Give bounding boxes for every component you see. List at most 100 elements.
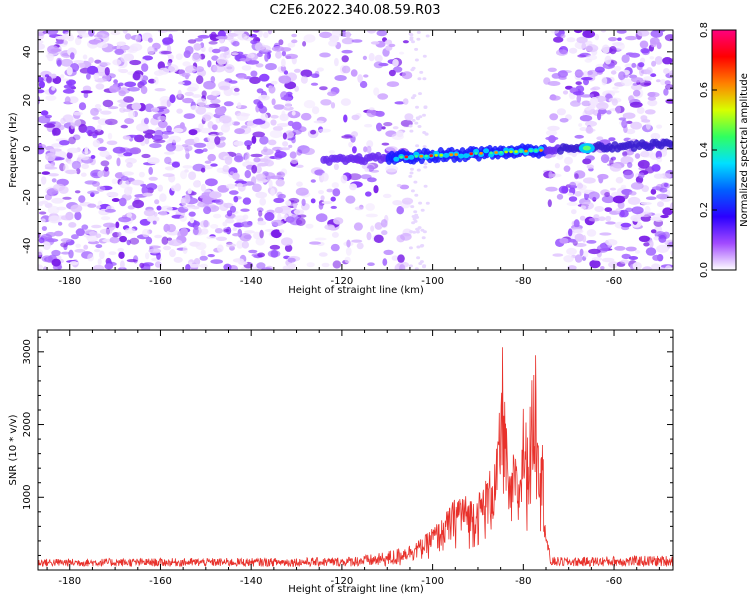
noise-speckle: [80, 172, 87, 177]
noise-speckle: [246, 145, 251, 150]
noise-speckle: [636, 106, 645, 114]
noise-speckle: [279, 147, 291, 151]
noise-speckle: [655, 266, 660, 270]
echo-core-hotspot: [429, 154, 434, 158]
noise-speckle: [147, 46, 155, 55]
noise-speckle: [647, 99, 658, 107]
noise-speckle: [594, 33, 600, 41]
noise-speckle: [41, 226, 48, 231]
noise-speckle: [219, 85, 230, 91]
noise-speckle: [107, 132, 113, 140]
noise-speckle: [122, 30, 128, 34]
noise-speckle: [163, 245, 171, 251]
noise-speckle: [579, 94, 593, 98]
snr-x-axis-label: Height of straight line (km): [288, 584, 424, 595]
noise-speckle: [376, 122, 383, 132]
noise-speckle: [638, 62, 645, 68]
noise-speckle: [117, 68, 123, 72]
noise-speckle: [327, 91, 337, 97]
noise-speckle: [239, 232, 252, 242]
noise-speckle: [600, 154, 610, 164]
noise-speckle: [94, 249, 101, 253]
noise-speckle: [623, 170, 634, 180]
noise-speckle: [598, 108, 607, 115]
noise-speckle: [118, 251, 125, 259]
noise-speckle: [122, 135, 131, 140]
noise-speckle: [271, 219, 284, 227]
noise-speckle: [66, 66, 73, 76]
noise-speckle: [602, 61, 615, 70]
noise-speckle: [281, 58, 286, 68]
noise-speckle: [413, 180, 418, 184]
noise-speckle: [422, 113, 426, 117]
noise-speckle: [662, 57, 673, 65]
y-tick-label: 1000: [22, 485, 33, 510]
noise-speckle: [331, 30, 342, 38]
heatmap-y-ticks: -40 -20 0 20 40: [22, 39, 673, 271]
noise-speckle: [156, 251, 161, 260]
noise-speckle: [158, 211, 168, 216]
noise-speckle: [659, 187, 668, 193]
noise-speckle: [340, 98, 351, 106]
noise-speckle: [574, 191, 582, 197]
heatmap-x-ticks: -180 -160 -140 -120 -100 -80 -60: [46, 30, 660, 287]
noise-speckle: [285, 200, 292, 206]
noise-speckle: [590, 96, 599, 106]
noise-speckle: [143, 209, 156, 217]
noise-speckle: [290, 158, 299, 164]
noise-speckle: [258, 30, 263, 38]
noise-speckle: [621, 78, 633, 87]
noise-speckle: [423, 165, 428, 169]
echo-core-hotspot: [519, 149, 523, 153]
noise-speckle: [552, 253, 564, 257]
snr-frame: [37, 329, 674, 571]
noise-speckle: [212, 64, 226, 73]
noise-speckle: [280, 65, 286, 72]
noise-speckle: [654, 56, 663, 65]
noise-speckle: [295, 217, 306, 226]
noise-speckle: [366, 140, 374, 148]
noise-speckle: [70, 121, 75, 130]
noise-speckle: [273, 197, 285, 203]
noise-speckle: [399, 184, 410, 190]
noise-speckle: [616, 30, 627, 34]
noise-speckle: [153, 139, 166, 144]
noise-speckle: [148, 166, 153, 175]
noise-speckle: [334, 75, 347, 81]
noise-speckle: [167, 60, 172, 66]
noise-speckle: [375, 110, 385, 117]
noise-speckle: [132, 199, 145, 209]
noise-speckle: [38, 43, 45, 50]
noise-speckle: [225, 218, 235, 224]
noise-speckle: [626, 120, 633, 124]
noise-speckle: [316, 67, 324, 72]
noise-speckle: [61, 251, 71, 255]
noise-speckle: [76, 168, 81, 175]
noise-speckle: [641, 149, 654, 158]
noise-speckle: [585, 44, 599, 53]
noise-speckle: [256, 88, 264, 94]
x-tick-label: -140: [240, 276, 263, 287]
noise-speckle: [185, 264, 191, 270]
noise-speckle: [563, 165, 571, 172]
noise-speckle: [634, 153, 641, 159]
noise-speckle: [146, 215, 160, 223]
noise-speckle: [164, 166, 175, 171]
echo-core-cell: [483, 148, 490, 154]
noise-speckle: [280, 91, 289, 100]
noise-speckle: [248, 249, 258, 254]
noise-speckle: [422, 230, 427, 234]
noise-speckle: [363, 74, 369, 78]
noise-speckle: [635, 250, 641, 254]
echo-core-hotspot: [419, 154, 424, 158]
noise-speckle: [43, 123, 56, 128]
noise-speckle: [285, 53, 298, 60]
noise-speckle: [38, 40, 44, 44]
noise-speckle: [284, 130, 295, 139]
noise-speckle: [575, 81, 582, 85]
noise-speckle: [88, 30, 95, 37]
noise-speckle: [270, 119, 277, 126]
noise-speckle: [637, 30, 650, 37]
noise-speckle: [612, 195, 626, 204]
noise-speckle: [414, 193, 419, 197]
